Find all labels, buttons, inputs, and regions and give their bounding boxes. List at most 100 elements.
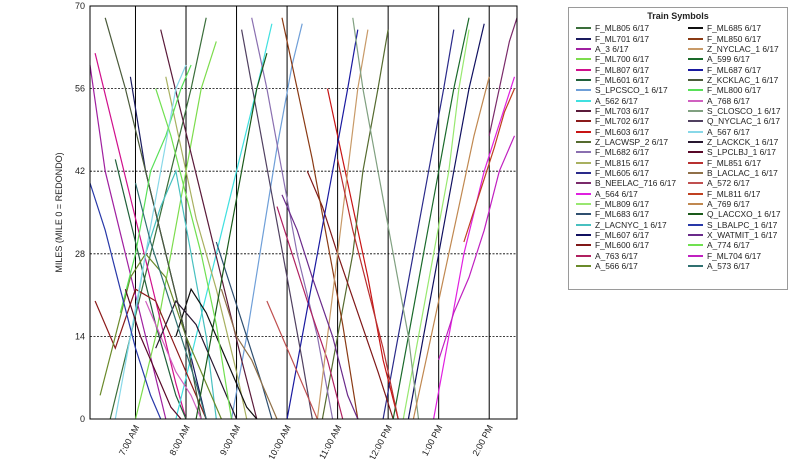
legend-item: A_564 6/17 (576, 189, 676, 199)
series-line (119, 64, 192, 313)
legend: Train Symbols F_ML805 6/17 F_ML701 6/17 A_… (568, 7, 788, 290)
legend-swatch (688, 171, 703, 174)
legend-item: F_ML851 6/17 (688, 157, 781, 168)
series-line (433, 76, 516, 420)
series-line (145, 300, 202, 420)
legend-item: A_3 6/17 (576, 44, 676, 54)
legend-swatch (576, 47, 591, 50)
legend-swatch (576, 120, 591, 123)
legend-swatch (688, 47, 703, 50)
series-line (114, 64, 187, 420)
legend-swatch (576, 182, 591, 185)
series-line (155, 299, 238, 420)
legend-title: Train Symbols (647, 11, 709, 21)
legend-label: Z_LACKCK_1 6/17 (707, 136, 779, 147)
legend-label: A_562 6/17 (595, 95, 638, 106)
legend-label: S_LPCLBJ_1 6/17 (707, 147, 776, 158)
legend-swatch (576, 89, 591, 92)
legend-swatch (576, 161, 591, 164)
legend-swatch (688, 27, 703, 30)
legend-label: A_572 6/17 (707, 178, 750, 189)
legend-item: A_572 6/17 (688, 178, 781, 188)
legend-item: F_ML702 6/17 (576, 116, 676, 126)
legend-label: F_ML603 6/17 (595, 126, 650, 137)
legend-swatch (688, 223, 703, 226)
series-line (124, 289, 182, 420)
legend-item: F_ML601 6/17 (576, 75, 676, 85)
legend-swatch (688, 140, 703, 143)
x-tick-label: 9:00 AM (218, 423, 242, 457)
legend-swatch (688, 182, 703, 185)
series-line (89, 182, 162, 420)
legend-item: F_ML807 6/17 (576, 64, 676, 75)
legend-swatch (576, 171, 591, 174)
legend-swatch (576, 265, 591, 268)
series-line (402, 29, 470, 420)
legend-swatch (688, 37, 703, 40)
legend-label: B_LACLAC_1 6/17 (707, 167, 778, 178)
legend-item: F_ML683 6/17 (576, 209, 676, 219)
x-tick-label: 8:00 AM (167, 423, 191, 457)
legend-swatch (576, 234, 591, 237)
legend-item: F_ML815 6/17 (576, 157, 676, 168)
y-tick-label: 14 (75, 331, 85, 341)
legend-label: A_3 6/17 (595, 43, 629, 54)
legend-label: F_ML850 6/17 (707, 33, 762, 44)
legend-item: F_ML701 6/17 (576, 33, 676, 44)
legend-swatch (576, 37, 591, 40)
series-line (165, 76, 248, 420)
legend-item: A_763 6/17 (576, 251, 676, 261)
legend-item: S_LPCSCO_1 6/17 (576, 85, 676, 95)
series-line (488, 17, 518, 136)
x-tick-label: 12:00 PM (367, 423, 394, 459)
legend-label: A_564 6/17 (595, 188, 638, 199)
legend-item: Q_NYCLAC_1 6/17 (688, 116, 781, 126)
series-line (463, 88, 516, 243)
legend-label: F_ML800 6/17 (707, 85, 762, 96)
legend-item: A_567 6/17 (688, 126, 781, 137)
series-line (316, 29, 369, 420)
legend-item: F_ML809 6/17 (576, 199, 676, 209)
legend-label: F_ML811 6/17 (707, 188, 761, 199)
legend-item: Z_LACKCK_1 6/17 (688, 137, 781, 147)
legend-label: S_LBALPC_1 6/17 (707, 219, 778, 230)
legend-label: A_566 6/17 (595, 261, 638, 272)
legend-item: S_LPCLBJ_1 6/17 (688, 147, 781, 157)
y-tick-label: 56 (75, 84, 85, 94)
legend-swatch (576, 58, 591, 61)
series-line (352, 17, 420, 420)
x-tick-label: 7:00 AM (117, 423, 141, 457)
legend-item: A_562 6/17 (576, 95, 676, 106)
legend-item: F_ML605 6/17 (576, 168, 676, 178)
legend-label: A_567 6/17 (707, 126, 750, 137)
legend-swatch (688, 151, 703, 154)
legend-label: F_ML702 6/17 (595, 116, 650, 127)
legend-label: Z_NYCLAC_1 6/17 (707, 43, 779, 54)
legend-item: A_774 6/17 (688, 240, 781, 250)
legend-label: Q_NYCLAC_1 6/17 (707, 116, 781, 127)
legend-label: F_ML685 6/17 (707, 23, 762, 34)
y-tick-label: 70 (75, 1, 85, 11)
legend-swatch (576, 140, 591, 143)
series-line (281, 17, 359, 420)
series-line (286, 29, 359, 420)
legend-label: Z_LACNYC_1 6/17 (595, 219, 667, 230)
series-line (124, 169, 217, 420)
legend-item: A_566 6/17 (576, 261, 676, 271)
legend-label: F_ML601 6/17 (595, 74, 650, 85)
series-line (230, 23, 303, 420)
legend-item: F_ML704 6/17 (688, 251, 781, 261)
legend-swatch (688, 203, 703, 206)
legend-item: S_LBALPC_1 6/17 (688, 220, 781, 230)
legend-swatch (688, 130, 703, 133)
series-line (337, 159, 399, 420)
legend-label: F_ML600 6/17 (595, 240, 650, 251)
y-tick-label: 28 (75, 249, 85, 259)
legend-label: F_ML682 6/17 (595, 147, 650, 158)
legend-label: F_ML851 6/17 (707, 157, 762, 168)
legend-item: A_599 6/17 (688, 54, 781, 64)
legend-swatch (688, 192, 703, 195)
legend-item: F_ML811 6/17 (688, 189, 781, 199)
legend-item: F_ML850 6/17 (688, 33, 781, 44)
series-line (281, 194, 359, 420)
